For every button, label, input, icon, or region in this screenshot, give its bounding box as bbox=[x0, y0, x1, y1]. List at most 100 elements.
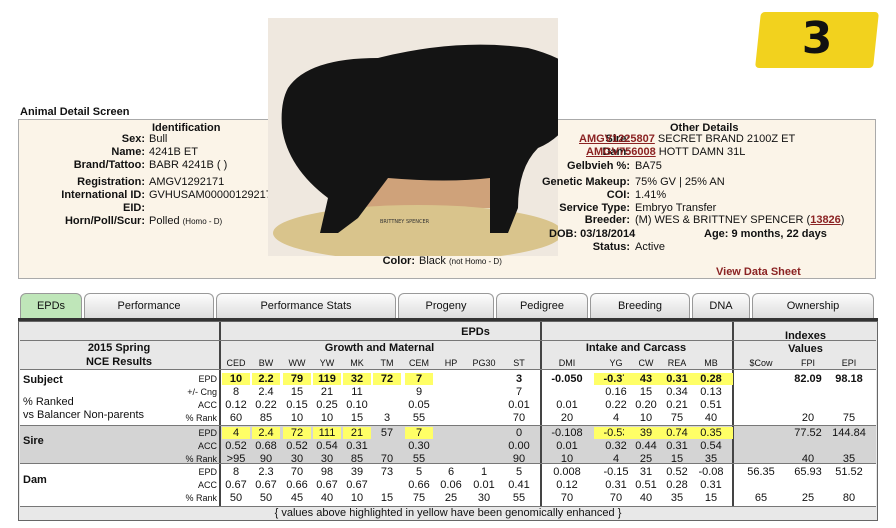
dam-value: AMGV756008 HOTT DAMN 31L bbox=[586, 146, 746, 158]
value-type: ACC bbox=[197, 441, 217, 451]
row-divider bbox=[20, 506, 876, 507]
carcass-value: -0.108 bbox=[551, 427, 583, 439]
tab-pedigree[interactable]: Pedigree bbox=[496, 293, 588, 318]
tab-performance-stats[interactable]: Performance Stats bbox=[216, 293, 396, 318]
index-value: 40 bbox=[801, 453, 815, 465]
dam-link[interactable]: AMGV756008 bbox=[586, 146, 656, 158]
index-value: 20 bbox=[801, 412, 815, 424]
epd-value: 98 bbox=[320, 466, 334, 478]
epd-value: 55 bbox=[512, 492, 526, 504]
carcass-heading: Intake and Carcass bbox=[585, 342, 687, 354]
epd-value: 0.67 bbox=[346, 479, 368, 491]
tab-bar: EPDs Performance Performance Stats Progeny P… bbox=[18, 293, 878, 319]
col-header: CEM bbox=[409, 358, 429, 368]
dob: DOB: 03/18/2014 bbox=[549, 228, 636, 240]
value-type: +/- Cng bbox=[187, 387, 217, 397]
carcass-value: 0.16 bbox=[605, 386, 627, 398]
epd-value: 50 bbox=[229, 492, 243, 504]
column-divider bbox=[732, 322, 734, 506]
epd-value: 70 bbox=[380, 453, 394, 465]
id-label: EID: bbox=[123, 202, 145, 214]
tab-ownership[interactable]: Ownership bbox=[752, 293, 874, 318]
page-title: Animal Detail Screen bbox=[20, 106, 130, 118]
epd-value: 21 bbox=[343, 427, 371, 439]
epd-value: >95 bbox=[226, 453, 246, 465]
epd-value: 79 bbox=[283, 373, 311, 385]
epd-value: 57 bbox=[380, 427, 394, 439]
sire-link[interactable]: AMGV1225807 bbox=[579, 133, 655, 145]
value-type: % Rank bbox=[185, 493, 217, 503]
epd-value: 39 bbox=[350, 466, 364, 478]
other-details-heading: Other Details bbox=[670, 122, 739, 134]
carcass-value: 0.31 bbox=[655, 373, 699, 385]
value-type: ACC bbox=[197, 400, 217, 410]
epd-value: 0.05 bbox=[408, 399, 430, 411]
breeder-link[interactable]: 13826 bbox=[810, 214, 841, 226]
epd-value: 0.30 bbox=[408, 440, 430, 452]
id-value-text: 4241B ET bbox=[149, 146, 198, 158]
epd-value: 15 bbox=[380, 492, 394, 504]
epd-value: 2.3 bbox=[258, 466, 274, 478]
tab-performance[interactable]: Performance bbox=[84, 293, 214, 318]
breeder-label: Breeder: bbox=[584, 214, 630, 226]
carcass-value: 10 bbox=[560, 453, 574, 465]
tab-breeding[interactable]: Breeding bbox=[590, 293, 690, 318]
tab-progeny[interactable]: Progeny bbox=[398, 293, 494, 318]
index-value: 98.18 bbox=[835, 373, 863, 385]
other-value: BA75 bbox=[635, 160, 662, 172]
carcass-value: 0.28 bbox=[689, 373, 733, 385]
carcass-value: 0.51 bbox=[635, 479, 657, 491]
carcass-value: 0.21 bbox=[666, 399, 688, 411]
id-value: Polled (Homo - D) bbox=[149, 215, 222, 227]
id-label: Horn/Poll/Scur: bbox=[64, 215, 145, 227]
epd-value: 15 bbox=[350, 412, 364, 424]
epd-value: 2.4 bbox=[258, 386, 274, 398]
epd-value: 10 bbox=[222, 373, 250, 385]
epd-value: 11 bbox=[351, 386, 363, 398]
id-label: International ID: bbox=[61, 189, 145, 201]
carcass-value: 15 bbox=[670, 453, 684, 465]
growth-heading: Growth and Maternal bbox=[324, 342, 435, 354]
id-value: AMGV1292171 bbox=[149, 176, 224, 188]
col-header: MK bbox=[350, 358, 364, 368]
col-header: TM bbox=[380, 358, 394, 368]
epd-title: EPDs bbox=[461, 326, 490, 338]
epd-value: 30 bbox=[290, 453, 304, 465]
index-value: 56.35 bbox=[747, 466, 775, 478]
status-value: Active bbox=[635, 241, 665, 253]
carcass-value: 0.008 bbox=[553, 466, 581, 478]
epd-value: 0.54 bbox=[316, 440, 338, 452]
epd-value: 55 bbox=[412, 412, 426, 424]
season-label: 2015 Spring bbox=[87, 342, 151, 354]
epd-value: 0.06 bbox=[440, 479, 462, 491]
col-header: EPI bbox=[841, 358, 857, 368]
epd-value: 0.67 bbox=[225, 479, 247, 491]
epd-value: 0.00 bbox=[508, 440, 530, 452]
other-label: Genetic Makeup: bbox=[541, 176, 630, 188]
epd-value: 6 bbox=[447, 466, 455, 478]
index-value: 144.84 bbox=[832, 427, 866, 439]
view-data-sheet-link[interactable]: View Data Sheet bbox=[716, 266, 801, 278]
row-divider bbox=[20, 369, 876, 370]
carcass-value: 0.31 bbox=[700, 479, 722, 491]
tab-dna[interactable]: DNA bbox=[692, 293, 750, 318]
epd-value: 75 bbox=[412, 492, 426, 504]
col-header: YG bbox=[609, 358, 623, 368]
epd-value: 10 bbox=[290, 412, 304, 424]
epd-value: 0.01 bbox=[508, 399, 530, 411]
carcass-value: 20 bbox=[560, 412, 574, 424]
epd-value: 72 bbox=[283, 427, 311, 439]
index-value: 77.52 bbox=[794, 427, 822, 439]
epd-value: 30 bbox=[320, 453, 334, 465]
tab-epds[interactable]: EPDs bbox=[20, 293, 82, 318]
other-label: Gelbvieh %: bbox=[567, 160, 630, 172]
epd-value: 10 bbox=[350, 492, 364, 504]
row-sublabel: vs Balancer Non-parents bbox=[23, 409, 145, 421]
epd-value: 15 bbox=[290, 386, 304, 398]
index-value: 75 bbox=[842, 412, 856, 424]
carcass-value: 35 bbox=[704, 453, 718, 465]
epd-value: 0.12 bbox=[225, 399, 247, 411]
index-value: 25 bbox=[801, 492, 815, 504]
carcass-value: 0.52 bbox=[666, 466, 688, 478]
epd-value: 8 bbox=[232, 466, 240, 478]
